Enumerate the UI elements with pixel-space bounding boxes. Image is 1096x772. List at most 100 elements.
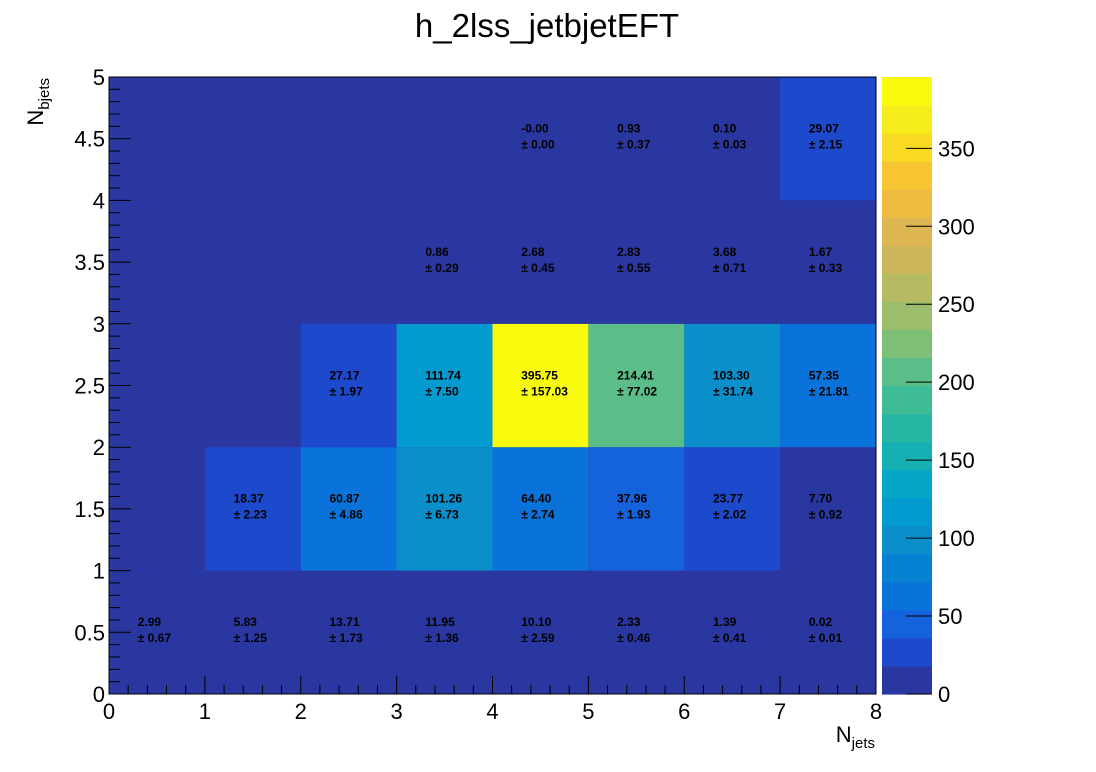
color-scale-band [882, 133, 932, 162]
color-scale-band [882, 329, 932, 359]
x-axis-title-sub: jets [851, 735, 875, 752]
y-tick-label: 2 [93, 435, 105, 460]
cell-error-label: ± 0.00 [521, 138, 555, 152]
cell-value-label: 0.10 [713, 122, 737, 136]
cell-value-label: 7.70 [809, 492, 833, 506]
color-scale-band [882, 413, 932, 443]
color-scale-band [882, 105, 932, 134]
heatmap-cell [492, 77, 589, 201]
cell-error-label: ± 0.33 [809, 261, 843, 275]
cell-error-label: ± 6.73 [425, 508, 459, 522]
heatmap-cell [684, 570, 781, 694]
heatmap-cell [780, 570, 876, 694]
heatmap-cell [204, 447, 301, 571]
heatmap-cell [780, 447, 876, 571]
cell-error-label: ± 1.93 [617, 508, 651, 522]
color-scale-band [882, 525, 932, 555]
cell-value-label: 0.02 [809, 615, 833, 629]
color-scale-tick-label: 150 [938, 448, 975, 473]
heatmap-cell [492, 570, 589, 694]
cell-error-label: ± 77.02 [617, 384, 657, 398]
y-tick-label: 5 [93, 65, 105, 90]
heatmap-cell [396, 200, 493, 324]
cell-error-label: ± 31.74 [713, 384, 753, 398]
cell-error-label: ± 0.55 [617, 261, 651, 275]
heatmap-cell [684, 77, 781, 201]
heatmap-cell [300, 323, 397, 448]
y-tick-label: 0 [93, 682, 105, 707]
y-tick-label: 0.5 [74, 620, 105, 645]
y-axis: 0 0.5 1 1.5 2 2.5 3 3.5 4 4.5 5 [74, 65, 131, 707]
color-scale-band [882, 497, 932, 527]
cell-error-label: ± 2.74 [521, 508, 555, 522]
cell-value-label: 2.68 [521, 245, 545, 259]
cell-value-label: 18.37 [234, 492, 264, 506]
cell-error-label: ± 157.03 [521, 384, 568, 398]
x-tick-label: 7 [774, 699, 786, 724]
cell-error-label: ± 0.71 [713, 261, 747, 275]
cell-value-label: 13.71 [330, 615, 360, 629]
cell-value-label: 10.10 [521, 615, 551, 629]
color-scale-band [882, 273, 932, 302]
cell-error-label: ± 1.97 [330, 384, 364, 398]
y-tick-label: 1.5 [74, 497, 105, 522]
cell-value-label: 11.95 [425, 615, 455, 629]
cell-error-label: ± 2.15 [809, 138, 843, 152]
color-scale-band [882, 385, 932, 415]
color-scale-tick-label: 0 [938, 682, 950, 707]
color-scale-band [882, 609, 932, 639]
cell-value-label: 2.83 [617, 245, 641, 259]
y-axis-title-main: N [23, 110, 48, 126]
cell-error-label: ± 21.81 [809, 384, 849, 398]
cell-error-label: ± 7.50 [425, 384, 459, 398]
cell-value-label: -0.00 [521, 122, 549, 136]
y-tick-label: 1 [93, 559, 105, 584]
color-scale-band [882, 637, 932, 667]
x-axis: 0 1 2 3 4 5 6 7 8 [103, 676, 882, 724]
color-scale-band [882, 77, 932, 106]
cell-value-label: 60.87 [330, 492, 360, 506]
cell-error-label: ± 1.73 [330, 631, 364, 645]
heatmap-cell [780, 323, 876, 448]
heatmap-cells [109, 77, 876, 694]
heatmap-cell [492, 447, 589, 571]
color-scale-tick-label: 250 [938, 292, 975, 317]
x-tick-label: 0 [103, 699, 115, 724]
color-scale-band [882, 441, 932, 471]
color-scale-band [882, 217, 932, 246]
color-scale-tick-label: 100 [938, 526, 975, 551]
y-tick-label: 4 [93, 188, 105, 213]
cell-value-label: 57.35 [809, 368, 839, 382]
cell-value-label: 27.17 [330, 368, 360, 382]
color-scale-band [882, 665, 932, 695]
heatmap-cell [396, 570, 493, 694]
cell-error-label: ± 0.29 [425, 261, 459, 275]
cell-value-label: 2.33 [617, 615, 641, 629]
x-tick-label: 8 [870, 699, 882, 724]
cell-value-label: 395.75 [521, 368, 558, 382]
cell-error-label: ± 2.02 [713, 508, 747, 522]
cell-value-label: 5.83 [234, 615, 258, 629]
color-scale-tick-label: 350 [938, 136, 975, 161]
cell-error-label: ± 0.01 [809, 631, 843, 645]
chart-title: h_2lss_jetbjetEFT [415, 7, 679, 44]
heatmap-cell [780, 200, 876, 324]
heatmap-cell [684, 447, 781, 571]
cell-value-label: 103.30 [713, 368, 750, 382]
cell-value-label: 64.40 [521, 492, 551, 506]
y-tick-label: 4.5 [74, 127, 105, 152]
heatmap-cell [588, 200, 685, 324]
cell-value-label: 0.93 [617, 122, 641, 136]
y-tick-label: 3.5 [74, 250, 105, 275]
cell-value-label: 29.07 [809, 122, 839, 136]
cell-value-label: 37.96 [617, 492, 647, 506]
cell-value-label: 3.68 [713, 245, 737, 259]
cell-error-label: ± 0.67 [138, 631, 172, 645]
x-axis-title: Njets [836, 722, 875, 752]
heatmap-cell [300, 447, 397, 571]
heatmap-cell [780, 77, 876, 201]
heatmap-cell [396, 447, 493, 571]
heatmap-cell [684, 200, 781, 324]
color-scale-band [882, 245, 932, 274]
